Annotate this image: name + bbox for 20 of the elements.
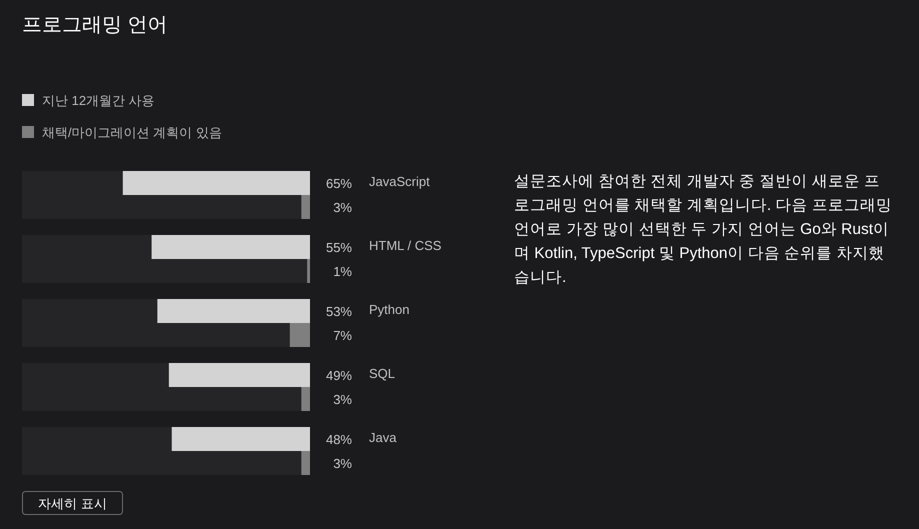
data-label: 48% [326,432,352,447]
title: 프로그래밍 언어 [22,14,168,36]
data-label: 65% [326,176,352,191]
data-label: 3% [333,200,352,215]
y-tick-label: Java [369,430,398,445]
data-label: 3% [333,456,352,471]
y-tick-label: HTML / CSS [369,238,442,253]
y-tick-label: Python [369,302,410,317]
data-label: 53% [326,304,352,319]
legend-label: 채택/마이그레이션 계획이 있음 [42,125,222,140]
data-label: 7% [333,328,352,343]
legend-label: 지난 12개월간 사용 [42,93,155,108]
text: 설문조사에 참여한 전체 개발자 중 절반이 새로운 프로그래밍 언어를 채택할 계획입니다. 다음 프로그래밍 언어로 가장 많이 선택한 두 가지 언어는 Go와 Rust이며 Kotlin, TypeScript 및 Python이 다음 순위를 차지했습니다. [514,172,893,288]
button: 자세히 표시 [22,491,123,515]
data-label: 55% [326,240,352,255]
data-label: 3% [333,392,352,407]
data-label: 49% [326,368,352,383]
data-label: 1% [333,264,352,279]
y-tick-label: SQL [369,366,396,381]
y-tick-label: JavaScript [369,174,430,189]
